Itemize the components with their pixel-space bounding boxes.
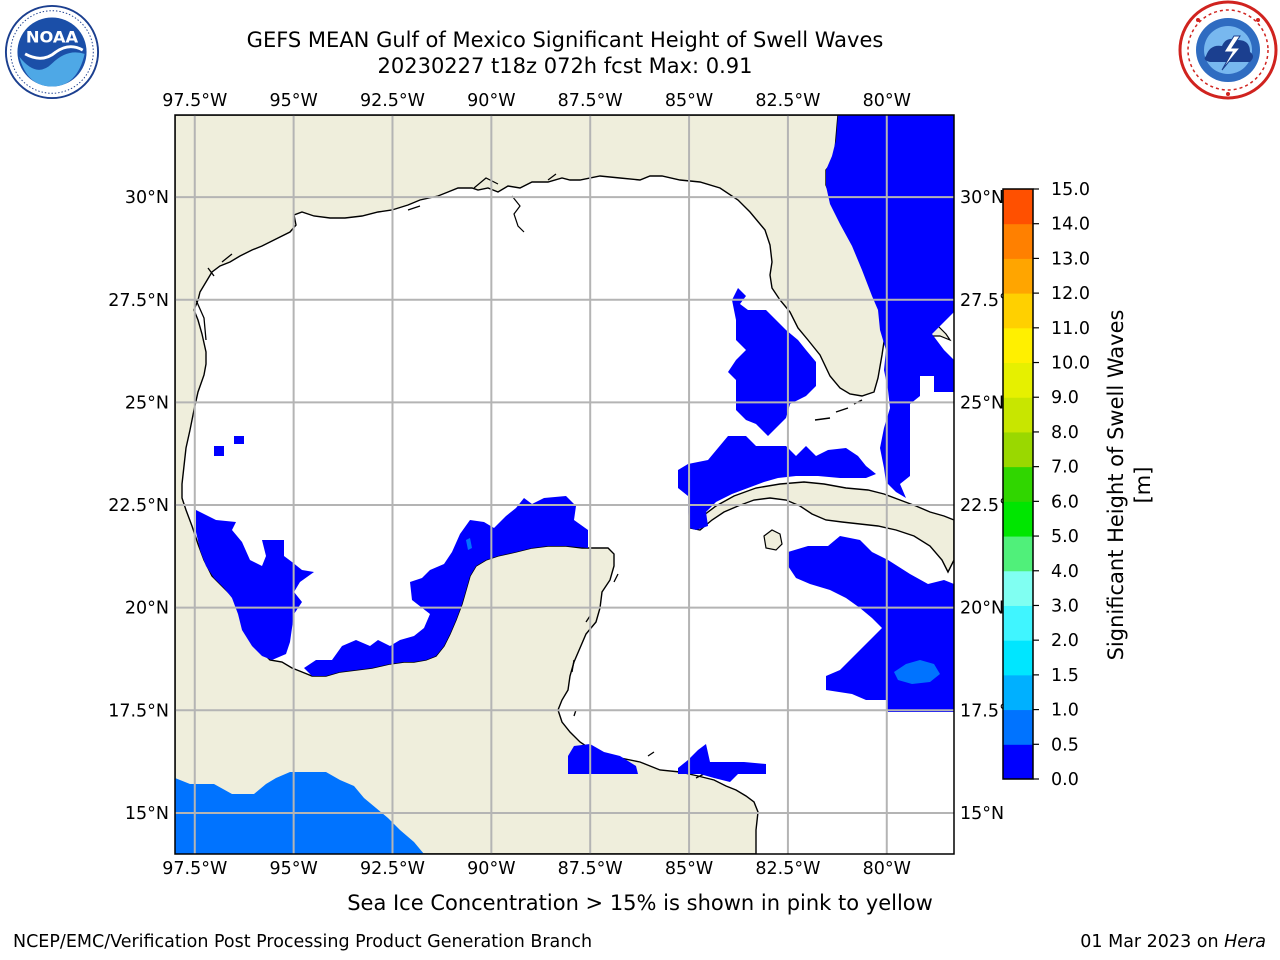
lon-tick-label-top: 87.5°W [558, 91, 623, 111]
lon-tick-label-bottom: 95°W [269, 859, 317, 879]
colorbar-tick-label: 4.0 [1051, 562, 1079, 582]
lat-tick-label-left: 17.5°N [108, 701, 169, 721]
colorbar-bin [1003, 431, 1033, 468]
colorbar-tick-label: 2.0 [1051, 631, 1079, 651]
colorbar-bin [1003, 466, 1033, 502]
lat-tick-label-left: 27.5°N [108, 291, 169, 311]
lon-labels-bottom: 97.5°W 95°W 92.5°W 90°W 87.5°W 85°W 82.5°W 80°W [162, 859, 911, 879]
colorbar-bin [1003, 189, 1033, 225]
colorbar-tick-label: 6.0 [1051, 492, 1079, 512]
colorbar-tick-label: 0.0 [1051, 770, 1079, 790]
sea-ice-note: Sea Ice Concentration > 15% is shown in … [347, 891, 933, 915]
lon-tick-label-top: 90°W [467, 91, 515, 111]
noaa-logo-icon: NOAA [4, 4, 100, 100]
colorbar-bin [1003, 397, 1033, 433]
lon-tick-label-top: 92.5°W [360, 91, 425, 111]
land-louisiana-delta [407, 173, 557, 233]
lat-tick-label-right: 20°N [960, 599, 1004, 619]
colorbar-tick-label: 12.0 [1051, 284, 1090, 304]
chart-title: GEFS MEAN Gulf of Mexico Significant Hei… [246, 28, 884, 52]
lat-labels-left: 30°N 27.5°N 25°N 22.5°N 20°N 17.5°N 15°N [108, 188, 169, 824]
land-texas-barrier [195, 253, 233, 341]
lat-tick-label-left: 25°N [125, 393, 169, 413]
lon-tick-label-bottom: 90°W [467, 859, 515, 879]
colorbar-bin [1003, 709, 1033, 745]
map-area [175, 115, 954, 854]
lon-tick-label-top: 97.5°W [162, 91, 227, 111]
colorbar: 0.0 0.5 1.0 1.5 2.0 3.0 4.0 5.0 6.0 7.0 8.0 9.0 10.0… [1002, 180, 1090, 790]
lat-tick-label-left: 15°N [125, 804, 169, 824]
footer-host: Hera [1224, 932, 1266, 952]
colorbar-tick-label: 9.0 [1051, 388, 1079, 408]
colorbar-bin [1003, 640, 1033, 676]
lon-labels-top: 97.5°W 95°W 92.5°W 90°W 87.5°W 85°W 82.5°W 80°W [162, 91, 911, 111]
swell-0-0.5 [196, 115, 954, 782]
colorbar-tick-label: 8.0 [1051, 423, 1079, 443]
colorbar-bin [1003, 605, 1033, 641]
colorbar-bin [1003, 536, 1033, 572]
colorbar-bin [1003, 258, 1033, 294]
footer-date: 01 Mar 2023 on Hera [1080, 932, 1266, 952]
lat-tick-label-right: 15°N [960, 804, 1004, 824]
lon-tick-label-bottom: 87.5°W [558, 859, 623, 879]
lon-tick-label-bottom: 82.5°W [755, 859, 820, 879]
lon-tick-label-top: 85°W [665, 91, 713, 111]
colorbar-bin [1003, 501, 1033, 537]
nws-logo-icon [1178, 0, 1278, 100]
lat-tick-label-right: 25°N [960, 393, 1004, 413]
colorbar-frame [1002, 188, 1034, 780]
land-isla-juventud [763, 529, 783, 551]
colorbar-label-line1: Significant Height of Swell Waves [1104, 310, 1128, 661]
lat-tick-label-left: 20°N [125, 599, 169, 619]
colorbar-tick-label: 11.0 [1051, 319, 1090, 339]
map-frame [174, 114, 955, 855]
land-yucatan-islands [571, 573, 705, 779]
colorbar-tick-label: 10.0 [1051, 354, 1090, 374]
colorbar-tick-label: 0.5 [1051, 735, 1079, 755]
footer-branch: NCEP/EMC/Verification Post Processing Pr… [13, 932, 593, 952]
lat-tick-label-left: 22.5°N [108, 496, 169, 516]
noaa-logo-text: NOAA [26, 27, 79, 46]
lon-tick-label-bottom: 85°W [665, 859, 713, 879]
lon-tick-label-top: 80°W [863, 91, 911, 111]
colorbar-tick-label: 5.0 [1051, 527, 1079, 547]
colorbar-tick-label: 1.5 [1051, 666, 1079, 686]
footer-date-text: 01 Mar 2023 on [1080, 932, 1225, 952]
colorbar-tick-label: 13.0 [1051, 249, 1090, 269]
land-mexico-us [175, 115, 886, 854]
colorbar-bin [1003, 744, 1033, 780]
colorbar-bin [1003, 570, 1033, 606]
lon-tick-label-bottom: 92.5°W [360, 859, 425, 879]
chart-subtitle-run: 20230227 t18z 072h fcst Max: 0.91 [377, 54, 753, 78]
lat-tick-label-left: 30°N [125, 188, 169, 208]
colorbar-tick-label: 3.0 [1051, 596, 1079, 616]
lon-tick-label-bottom: 97.5°W [162, 859, 227, 879]
map-gridlines [175, 115, 954, 854]
lon-tick-label-top: 82.5°W [755, 91, 820, 111]
colorbar-tick-label: 15.0 [1051, 180, 1090, 200]
colorbar-bin [1003, 674, 1033, 711]
colorbar-bin [1003, 327, 1033, 364]
colorbar-tick-label: 7.0 [1051, 458, 1079, 478]
colorbar-bin [1003, 362, 1033, 398]
colorbar-bin [1003, 293, 1033, 329]
lat-tick-label-right: 30°N [960, 188, 1004, 208]
colorbar-tick-label: 14.0 [1051, 215, 1090, 235]
colorbar-tick-label: 1.0 [1051, 701, 1079, 721]
colorbar-label-line2: [m] [1131, 467, 1155, 504]
lon-tick-label-top: 95°W [269, 91, 317, 111]
colorbar-bin [1003, 223, 1033, 259]
lon-tick-label-bottom: 80°W [863, 859, 911, 879]
